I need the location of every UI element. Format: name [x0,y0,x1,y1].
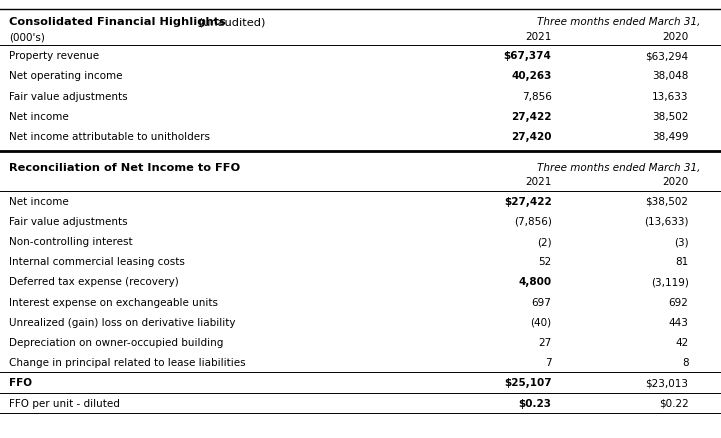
Text: Three months ended March 31,: Three months ended March 31, [537,162,700,172]
Text: 697: 697 [531,297,552,307]
Text: 7,856: 7,856 [522,92,552,102]
Text: (40): (40) [531,317,552,327]
Text: Unrealized (gain) loss on derivative liability: Unrealized (gain) loss on derivative lia… [9,317,236,327]
Text: Net operating income: Net operating income [9,71,123,81]
Text: 443: 443 [668,317,689,327]
Text: 81: 81 [676,257,689,267]
Text: $23,013: $23,013 [645,378,689,388]
Text: (3,119): (3,119) [650,277,689,287]
Text: $25,107: $25,107 [504,378,552,388]
Text: $0.23: $0.23 [518,398,552,408]
Text: Interest expense on exchangeable units: Interest expense on exchangeable units [9,297,218,307]
Text: $38,502: $38,502 [645,196,689,206]
Text: 13,633: 13,633 [652,92,689,102]
Text: FFO: FFO [9,378,32,388]
Text: $63,294: $63,294 [645,51,689,61]
Text: 27,420: 27,420 [511,132,552,142]
Text: Property revenue: Property revenue [9,51,99,61]
Text: (2): (2) [537,237,552,247]
Text: Fair value adjustments: Fair value adjustments [9,92,128,102]
Text: 2021: 2021 [525,32,552,42]
Text: Non-controlling interest: Non-controlling interest [9,237,133,247]
Text: 38,048: 38,048 [653,71,689,81]
Text: 2020: 2020 [663,32,689,42]
Text: 27: 27 [539,337,552,347]
Text: $67,374: $67,374 [504,51,552,61]
Text: (7,856): (7,856) [513,216,552,226]
Text: (000's): (000's) [9,32,45,42]
Text: (13,633): (13,633) [644,216,689,226]
Text: Reconciliation of Net Income to FFO: Reconciliation of Net Income to FFO [9,162,241,172]
Text: 7: 7 [545,357,552,367]
Text: $0.22: $0.22 [659,398,689,408]
Text: 38,502: 38,502 [653,112,689,122]
Text: 38,499: 38,499 [652,132,689,142]
Text: Net income attributable to unitholders: Net income attributable to unitholders [9,132,211,142]
Text: Net income: Net income [9,196,69,206]
Text: 2021: 2021 [525,177,552,187]
Text: 42: 42 [676,337,689,347]
Text: Deferred tax expense (recovery): Deferred tax expense (recovery) [9,277,179,287]
Text: 692: 692 [668,297,689,307]
Text: Fair value adjustments: Fair value adjustments [9,216,128,226]
Text: FFO per unit - diluted: FFO per unit - diluted [9,398,120,408]
Text: Net income: Net income [9,112,69,122]
Text: Depreciation on owner-occupied building: Depreciation on owner-occupied building [9,337,224,347]
Text: (unaudited): (unaudited) [195,17,266,27]
Text: Three months ended March 31,: Three months ended March 31, [537,17,700,27]
Text: Internal commercial leasing costs: Internal commercial leasing costs [9,257,185,267]
Text: 27,422: 27,422 [511,112,552,122]
Text: Change in principal related to lease liabilities: Change in principal related to lease lia… [9,357,246,367]
Text: $27,422: $27,422 [504,196,552,206]
Text: 52: 52 [539,257,552,267]
Text: (3): (3) [674,237,689,247]
Text: 40,263: 40,263 [511,71,552,81]
Text: Consolidated Financial Highlights: Consolidated Financial Highlights [9,17,226,27]
Text: 8: 8 [682,357,689,367]
Text: 2020: 2020 [663,177,689,187]
Text: 4,800: 4,800 [518,277,552,287]
